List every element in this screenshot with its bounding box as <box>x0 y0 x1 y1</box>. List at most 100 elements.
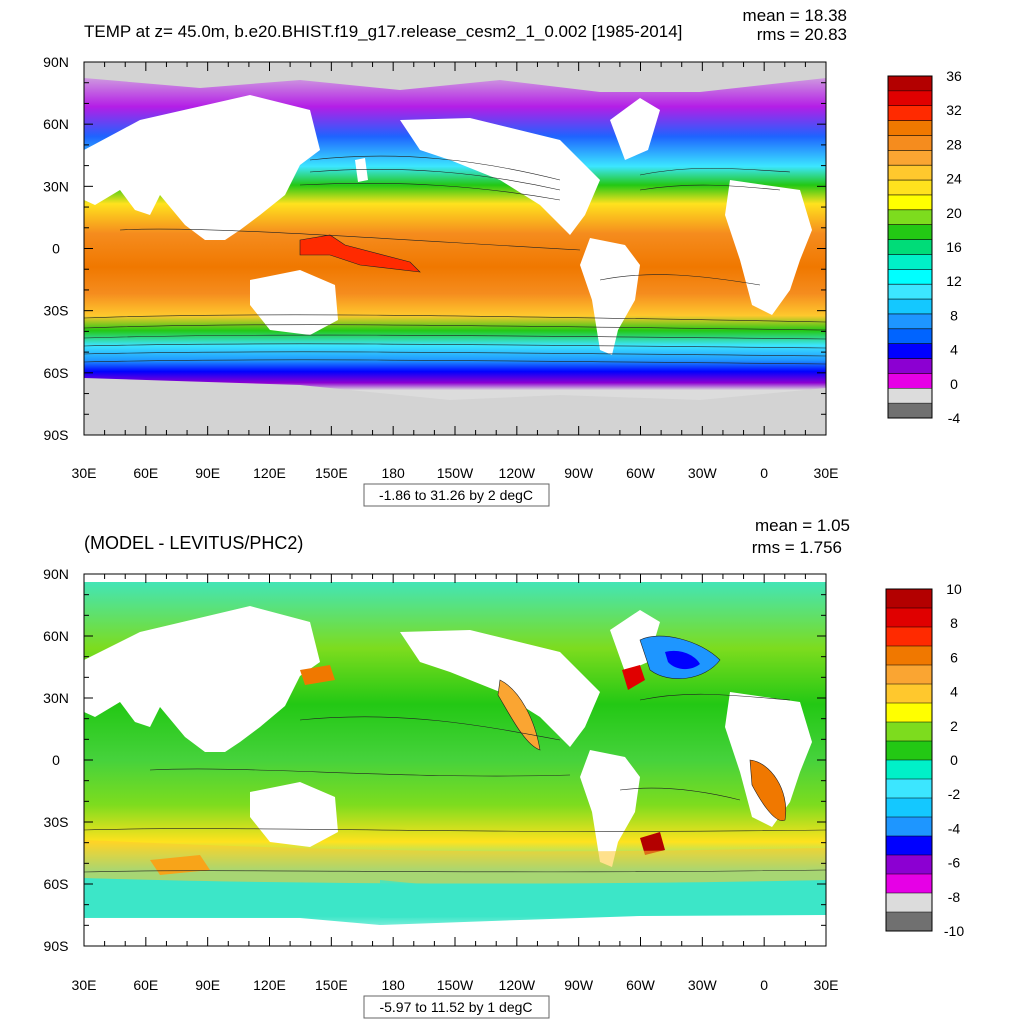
colorbar-segment <box>886 912 932 932</box>
colorbar-segment <box>886 817 932 837</box>
bottom-panel-title: (MODEL - LEVITUS/PHC2) <box>84 533 303 553</box>
colorbar-segment <box>886 893 932 913</box>
colorbar-segment <box>886 665 932 685</box>
lon-label: 60W <box>626 465 656 481</box>
colorbar-segment <box>886 874 932 894</box>
colorbar-frame <box>887 75 933 419</box>
colorbar-segment <box>888 180 932 196</box>
colorbar-segment <box>888 269 932 285</box>
colorbar-segment <box>888 328 932 344</box>
top-panel-mean: mean = 18.38 <box>743 6 847 25</box>
lon-label: 90W <box>564 465 594 481</box>
colorbar-segment <box>888 388 932 404</box>
colorbar-segment <box>888 343 932 359</box>
lon-label: 180 <box>381 465 405 481</box>
lat-label: 90N <box>43 566 69 582</box>
colorbar-label: 8 <box>950 615 958 631</box>
top-colorbar: 36 32 28 24 20 16 12 8 4 0 -4 <box>887 68 962 426</box>
colorbar-segment <box>886 703 932 723</box>
colorbar-segment <box>888 105 932 121</box>
bottom-lat-labels: 90N 60N 30N 0 30S 60S 90S <box>43 566 69 954</box>
bottom-contours <box>83 693 827 873</box>
colorbar-segment <box>886 760 932 780</box>
lon-label: 60E <box>133 465 158 481</box>
colorbar-segment <box>888 403 932 419</box>
lat-label: 90S <box>44 938 69 954</box>
colorbar-segment <box>888 358 932 374</box>
lon-label: 150E <box>315 977 348 993</box>
lon-label: 150E <box>315 465 348 481</box>
colorbar-segment <box>888 135 932 151</box>
lon-label: 120E <box>253 465 286 481</box>
lat-label: 0 <box>52 241 60 257</box>
lon-label: 150W <box>437 977 474 993</box>
colorbar-segment <box>886 836 932 856</box>
colorbar-segment <box>888 373 932 389</box>
colorbar-segment <box>886 627 932 647</box>
colorbar-segment <box>886 608 932 628</box>
lon-label: 150W <box>437 465 474 481</box>
colorbar-frame <box>885 588 933 932</box>
bottom-map <box>83 574 827 946</box>
colorbar-segment <box>888 194 932 211</box>
lat-label: 60N <box>43 116 69 132</box>
lon-label: 30E <box>814 977 839 993</box>
colorbar-segment <box>886 646 932 666</box>
top-map-axes <box>83 61 827 436</box>
colorbar-label: 0 <box>950 752 958 768</box>
colorbar-label: -2 <box>948 786 961 802</box>
top-panel-title: TEMP at z= 45.0m, b.e20.BHIST.f19_g17.re… <box>84 22 682 41</box>
bottom-panel-mean: mean = 1.05 <box>755 516 850 535</box>
lat-label: 30N <box>43 178 69 194</box>
top-lon-labels: 30E 60E 90E 120E 150E 180 150W 120W 90W 60W 30W 0 30… <box>72 465 839 481</box>
lat-label: 90S <box>44 427 69 443</box>
colorbar-label: 16 <box>946 239 962 255</box>
colorbar-segment <box>888 284 932 300</box>
colorbar-segment <box>886 798 932 818</box>
lon-label: 30E <box>72 977 97 993</box>
colorbar-segment <box>888 165 932 181</box>
colorbar-label: 12 <box>946 273 962 289</box>
colorbar-segment <box>888 224 932 240</box>
lat-label: 0 <box>52 752 60 768</box>
colorbar-label: -4 <box>948 820 961 836</box>
colorbar-label: -6 <box>948 855 961 871</box>
bottom-anomalies <box>84 635 826 918</box>
colorbar-label: -10 <box>944 923 964 939</box>
lon-label: 90E <box>195 465 220 481</box>
lon-label: 120W <box>499 977 536 993</box>
colorbar-label: 20 <box>946 205 962 221</box>
lon-label: 0 <box>760 977 768 993</box>
lat-label: 30S <box>44 814 69 830</box>
colorbar-label: 36 <box>946 68 962 84</box>
lat-label: 90N <box>43 54 69 70</box>
colorbar-segment <box>886 684 932 704</box>
lon-label: 0 <box>760 465 768 481</box>
colorbar-segment <box>888 299 932 315</box>
lon-label: 30E <box>72 465 97 481</box>
lon-label: 90W <box>564 977 594 993</box>
lon-label: 30E <box>814 465 839 481</box>
lat-label: 30N <box>43 690 69 706</box>
colorbar-label: 0 <box>950 376 958 392</box>
colorbar-label: 28 <box>946 136 962 152</box>
colorbar-segment <box>886 741 932 761</box>
lat-label: 60N <box>43 628 69 644</box>
bottom-lon-labels: 30E 60E 90E 120E 150E 180 150W 120W 90W 60W 30W 0 30… <box>72 977 839 993</box>
top-land <box>84 95 812 355</box>
colorbar-segment <box>886 722 932 742</box>
colorbar-segment <box>886 855 932 875</box>
lon-label: 120E <box>253 977 286 993</box>
lat-label: 30S <box>44 303 69 319</box>
bottom-panel-rms: rms = 1.756 <box>752 538 842 557</box>
colorbar-segment <box>886 589 932 609</box>
colorbar-segment <box>888 239 932 255</box>
colorbar-segment <box>888 254 932 270</box>
colorbar-label: 32 <box>946 102 962 118</box>
lon-label: 90E <box>195 977 220 993</box>
bottom-colorbar: 10 8 6 4 2 0 -2 -4 -6 -8 -10 <box>885 581 964 939</box>
bottom-range-label: -5.97 to 11.52 by 1 degC <box>379 999 532 1015</box>
top-panel: TEMP at z= 45.0m, b.e20.BHIST.f19_g17.re… <box>43 6 962 507</box>
top-range-label: -1.86 to 31.26 by 2 degC <box>379 487 533 503</box>
